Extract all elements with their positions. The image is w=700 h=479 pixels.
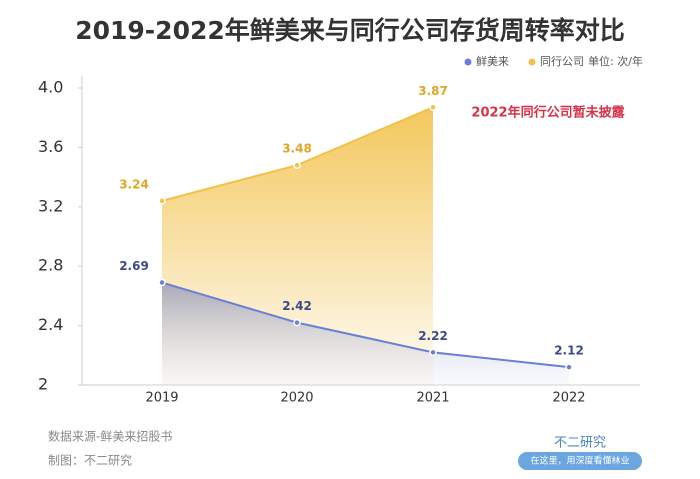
data-label: 3.87 (418, 84, 448, 98)
legend-label: 鲜美来 (476, 54, 509, 68)
series-line (161, 281, 570, 369)
data-point (158, 197, 166, 205)
slogan: 在这里，用深度看懂林业 (530, 455, 629, 467)
annotation: 2022年同行公司暂未披露 (471, 105, 625, 121)
y-tick-label: 2.8 (38, 256, 63, 275)
data-label: 2.69 (119, 259, 149, 273)
area-fill (162, 282, 569, 385)
legend-marker (464, 58, 472, 66)
y-tick-label: 3.6 (38, 137, 63, 156)
slogan-box (518, 452, 642, 470)
x-tick-label: 2022 (552, 391, 585, 406)
brand: 不二研究 (554, 436, 606, 451)
unit-label: 单位: 次/年 (588, 54, 643, 68)
chart-title: 2019-2022年鲜美来与同行公司存货周转率对比 (75, 16, 625, 45)
data-label: 3.48 (282, 142, 312, 156)
data-label: 2.42 (282, 299, 312, 313)
credit: 制图：不二研究 (48, 453, 132, 468)
x-tick-label: 2019 (145, 391, 178, 406)
y-tick-label: 2 (38, 375, 48, 394)
source: 数据来源-鲜美来招股书 (48, 429, 172, 444)
y-tick-label: 3.2 (38, 196, 63, 215)
x-tick-label: 2020 (280, 391, 313, 406)
data-point (293, 318, 301, 327)
data-point (565, 363, 573, 371)
data-point (429, 103, 437, 112)
data-point (158, 278, 166, 287)
y-tick-label: 2.4 (38, 315, 63, 334)
data-label: 2.22 (418, 329, 448, 343)
data-point (293, 161, 301, 169)
data-point (429, 348, 437, 357)
x-tick-label: 2021 (416, 391, 449, 406)
y-tick-label: 4.0 (38, 78, 63, 97)
data-label: 2.12 (554, 344, 584, 358)
data-label: 3.24 (119, 177, 149, 191)
legend-marker (528, 58, 536, 66)
legend-label: 同行公司 (540, 55, 584, 68)
